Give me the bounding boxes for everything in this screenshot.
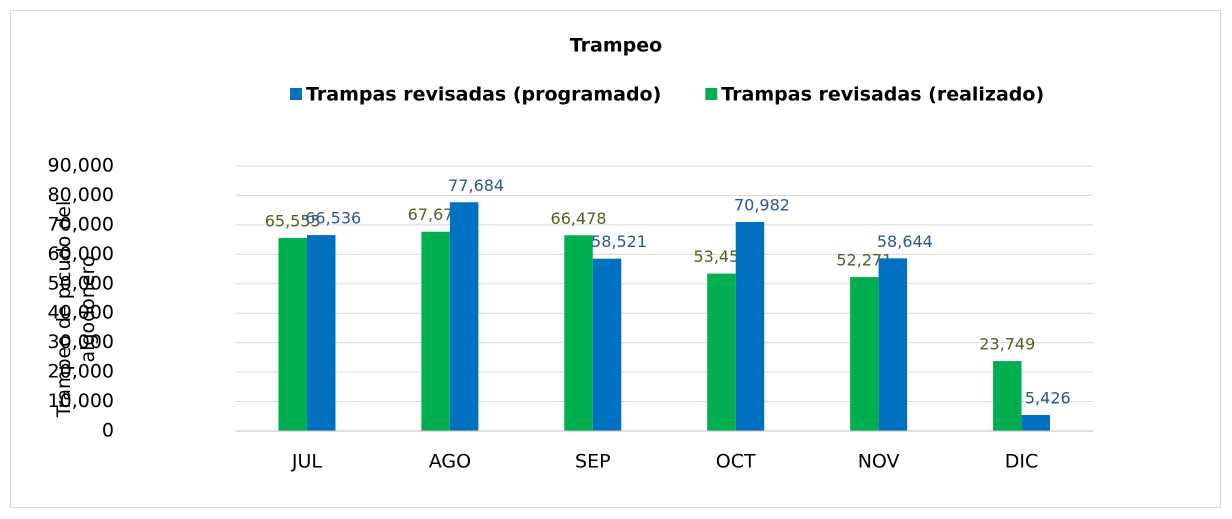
- value-label: 23,749: [979, 335, 1035, 354]
- bar: [421, 231, 450, 431]
- value-label: 5,426: [1025, 389, 1071, 408]
- value-label: 67,672: [408, 205, 464, 224]
- bar: [735, 221, 765, 431]
- y-tick-label: 30,000: [48, 331, 114, 353]
- value-label: 70,982: [734, 195, 790, 214]
- legend-swatch: [290, 88, 302, 100]
- y-tick-label: 40,000: [48, 302, 114, 324]
- bar: [707, 273, 736, 431]
- y-tick-label: 80,000: [48, 184, 114, 206]
- value-label: 77,684: [448, 176, 504, 195]
- bar: [592, 258, 622, 431]
- bar: [306, 235, 336, 431]
- y-tick-label: 90,000: [48, 155, 114, 177]
- legend-label: Trampas revisadas (realizado): [721, 84, 1044, 106]
- bar: [878, 258, 908, 431]
- value-label: 52,271: [836, 251, 892, 270]
- bar: [449, 202, 479, 431]
- x-tick-label: NOV: [858, 451, 900, 473]
- x-tick-label: OCT: [716, 451, 756, 473]
- y-tick-label: 10,000: [48, 390, 114, 412]
- x-tick-label: DIC: [1005, 451, 1039, 473]
- y-tick-label: 0: [102, 420, 114, 442]
- bar: [278, 237, 307, 431]
- value-label: 65,555: [265, 211, 321, 230]
- value-label: 58,521: [591, 232, 647, 251]
- x-tick-label: JUL: [291, 451, 323, 473]
- value-label: 58,644: [877, 232, 933, 251]
- y-tick-label: 70,000: [48, 213, 114, 235]
- bar: [564, 235, 593, 431]
- y-tick-label: 20,000: [48, 361, 114, 383]
- legend-swatch: [705, 88, 718, 100]
- bar: [1021, 415, 1051, 431]
- x-tick-label: SEP: [575, 451, 611, 473]
- legend-label: Trampas revisadas (programado): [306, 84, 661, 106]
- y-tick-label: 50,000: [48, 272, 114, 294]
- x-tick-label: AGO: [429, 451, 471, 473]
- value-label: 66,478: [551, 209, 607, 228]
- bar: [993, 361, 1022, 431]
- bar: [850, 277, 879, 431]
- value-label: 66,536: [305, 209, 361, 228]
- y-axis-title: Trampeo de picudo del algodonero: [53, 200, 99, 418]
- value-label: 53,455: [693, 247, 749, 266]
- y-tick-label: 60,000: [48, 243, 114, 265]
- chart-title: Trampeo: [570, 35, 662, 57]
